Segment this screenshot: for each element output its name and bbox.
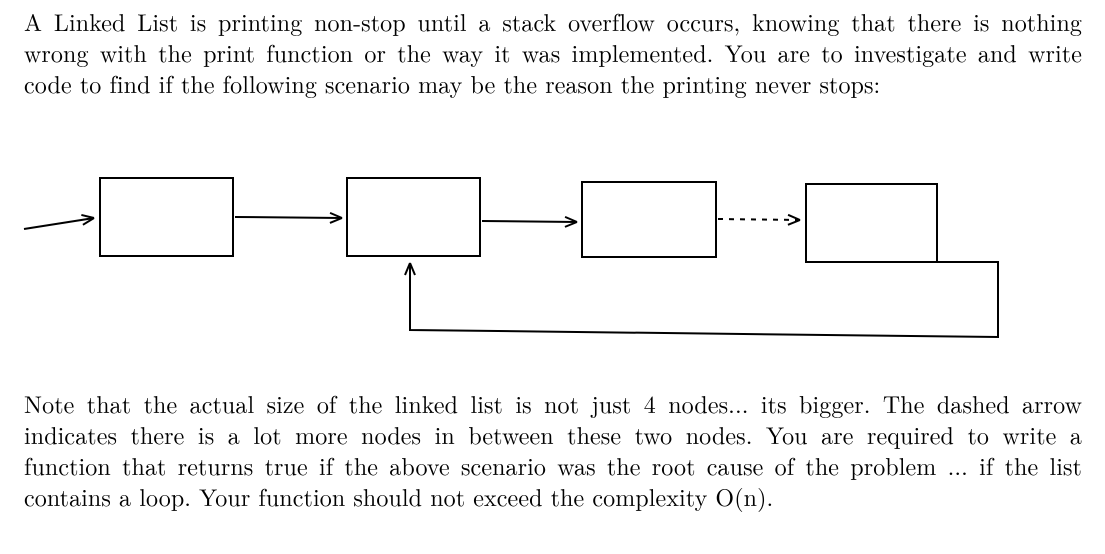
edge-entry-n1 <box>24 218 94 229</box>
paragraph-1: A Linked List is printing non-stop until… <box>24 6 1082 99</box>
loopback-edge <box>410 262 998 337</box>
node-3 <box>582 182 716 257</box>
edge-n1-n2 <box>235 217 342 218</box>
paragraph-2: Note that the actual size of the linked … <box>24 388 1082 512</box>
node-4 <box>806 184 937 262</box>
node-1 <box>100 178 233 256</box>
node-2 <box>347 178 480 256</box>
edge-n2-n3 <box>482 221 577 222</box>
edge-n3-n4 <box>718 219 800 220</box>
